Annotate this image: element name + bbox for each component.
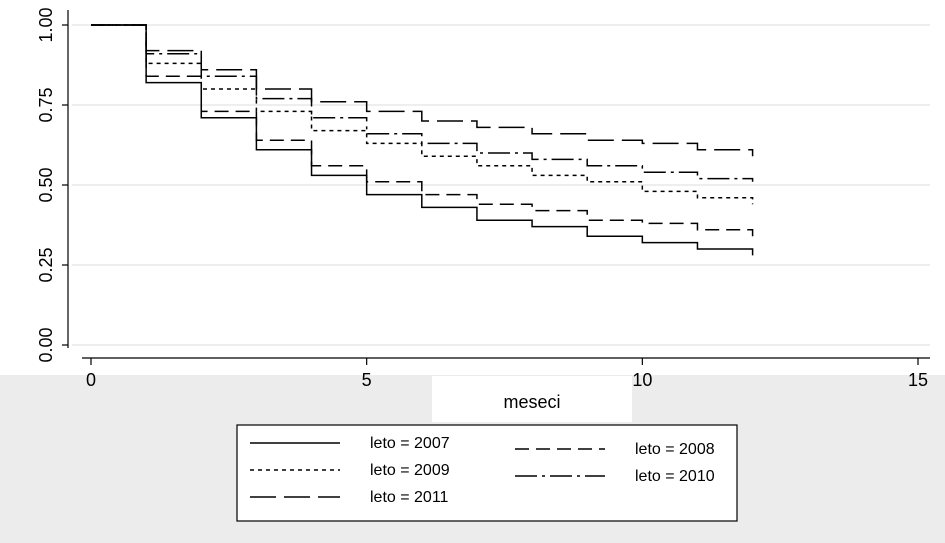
x-axis-ticks: 0 5 10 15 [86, 358, 928, 390]
legend-label-2: leto = 2009 [370, 462, 450, 479]
y-tick-label: 0.25 [36, 247, 56, 282]
legend-box [236, 424, 738, 522]
x-tick-label: 0 [86, 370, 96, 390]
y-tick-label: 0.00 [36, 327, 56, 362]
y-axis-ticks: 0.00 0.25 0.50 0.75 1.00 [36, 7, 68, 363]
y-tick-label: 0.50 [36, 167, 56, 202]
x-tick-label: 10 [632, 370, 652, 390]
legend-label-4: leto = 2011 [370, 489, 449, 506]
x-tick-label: 15 [908, 370, 928, 390]
legend-label-1: leto = 2008 [635, 441, 715, 458]
legend: leto = 2007 leto = 2008 leto = 2009 leto = … [250, 435, 715, 506]
x-label-box [432, 376, 632, 422]
legend-label-0: leto = 2007 [370, 435, 450, 452]
plot-region [0, 0, 945, 375]
series-line-3 [91, 24, 754, 182]
series-line-0 [91, 24, 754, 256]
legend-label-3: leto = 2010 [635, 468, 715, 485]
series-line-4 [91, 24, 754, 157]
axes [67, 10, 930, 359]
x-tick-label: 5 [362, 370, 372, 390]
series-line-1 [91, 24, 754, 237]
gridlines [72, 24, 930, 346]
x-axis-label: meseci [503, 392, 560, 412]
y-tick-label: 1.00 [36, 7, 56, 42]
y-tick-label: 0.75 [36, 87, 56, 122]
series-lines [91, 24, 754, 256]
